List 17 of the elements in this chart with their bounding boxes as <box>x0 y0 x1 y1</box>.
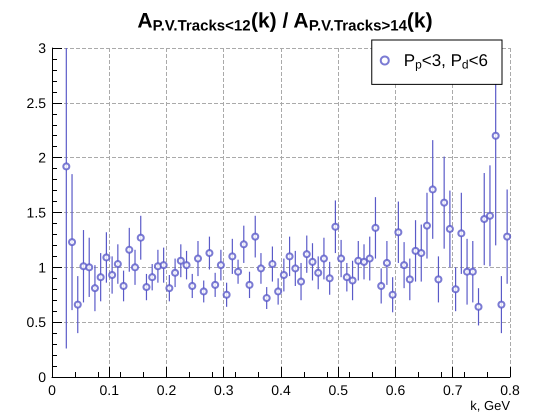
y-tick-label: 2 <box>38 150 46 166</box>
y-tick-label: 1 <box>38 259 46 276</box>
x-tick-label: 0.1 <box>100 382 120 398</box>
y-tick-label: 0 <box>38 369 46 385</box>
x-tick-label: 0.6 <box>386 382 406 398</box>
x-tick-label: 0.5 <box>328 382 348 398</box>
y-tick-label: 2.5 <box>26 94 46 111</box>
x-tick-label: 0.4 <box>271 382 291 398</box>
x-tick-label: 0.3 <box>214 382 234 398</box>
x-tick-label: 0.8 <box>500 382 520 398</box>
y-tick-label: 1.5 <box>26 204 46 220</box>
x-tick-label: 0.2 <box>156 382 176 398</box>
x-tick-label: 0 <box>48 382 56 398</box>
x-tick-label: 0.7 <box>443 382 463 398</box>
y-tick-label: 0.5 <box>26 314 46 330</box>
y-tick-label: 3 <box>38 40 46 56</box>
x-axis-title: k, GeV <box>470 398 510 412</box>
